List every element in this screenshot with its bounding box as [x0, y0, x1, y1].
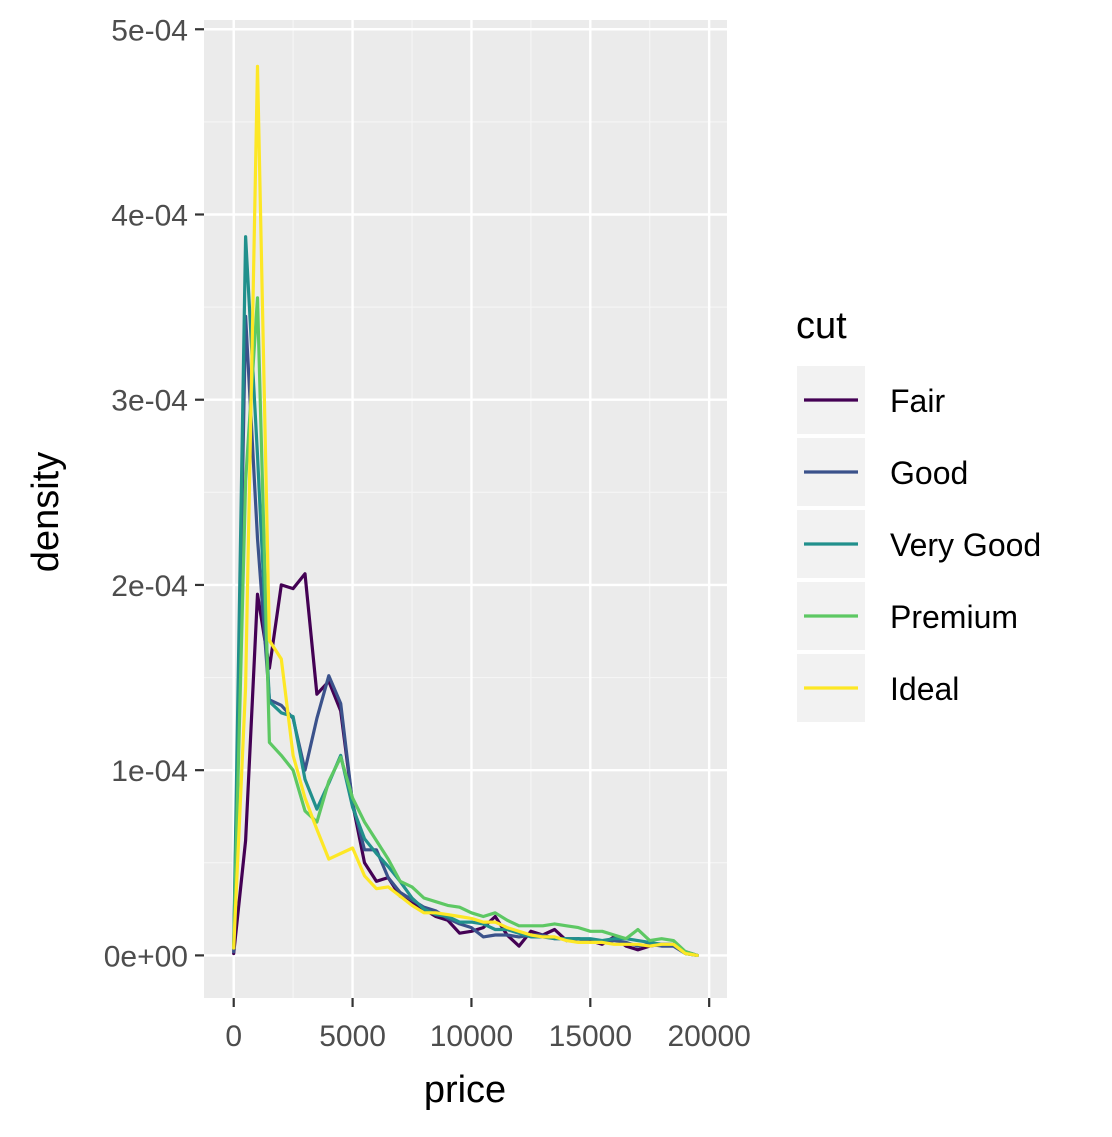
plot-panel: [204, 20, 727, 998]
legend-item-ideal: Ideal: [797, 654, 959, 722]
y-axis: 0e+00 1e-04 2e-04 3e-04 4e-04 5e-04: [104, 14, 204, 973]
y-tick-label: 4e-04: [111, 199, 188, 232]
legend-title: cut: [796, 305, 847, 347]
legend: cut Fair Good Very Good Premium Ideal: [796, 305, 1041, 722]
series-line-very-good: [232, 235, 699, 958]
x-tick-label: 5000: [319, 1020, 386, 1053]
legend-label: Very Good: [890, 527, 1041, 563]
y-tick-label: 0e+00: [104, 940, 188, 973]
y-axis-title: density: [25, 452, 67, 572]
major-grid: [204, 20, 727, 998]
legend-label: Good: [890, 455, 968, 491]
legend-label: Ideal: [890, 671, 959, 707]
x-tick-label: 0: [225, 1020, 242, 1053]
x-tick-label: 20000: [667, 1020, 750, 1053]
legend-item-good: Good: [797, 438, 968, 506]
x-tick-label: 15000: [549, 1020, 632, 1053]
legend-label: Fair: [890, 383, 945, 419]
x-tick-label: 10000: [430, 1020, 513, 1053]
y-tick-label: 5e-04: [111, 14, 188, 47]
series-line-ideal: [232, 64, 699, 958]
x-axis-title: price: [424, 1069, 506, 1111]
legend-label: Premium: [890, 599, 1018, 635]
legend-item-very-good: Very Good: [797, 510, 1041, 578]
series-line-good: [232, 314, 699, 958]
y-tick-label: 1e-04: [111, 755, 188, 788]
y-tick-label: 2e-04: [111, 570, 188, 603]
series-lines: [232, 64, 699, 958]
x-axis: 0 5000 10000 15000 20000: [225, 998, 751, 1053]
legend-item-fair: Fair: [797, 366, 945, 434]
legend-item-premium: Premium: [797, 582, 1018, 650]
minor-grid: [204, 20, 727, 998]
y-tick-label: 3e-04: [111, 385, 188, 418]
